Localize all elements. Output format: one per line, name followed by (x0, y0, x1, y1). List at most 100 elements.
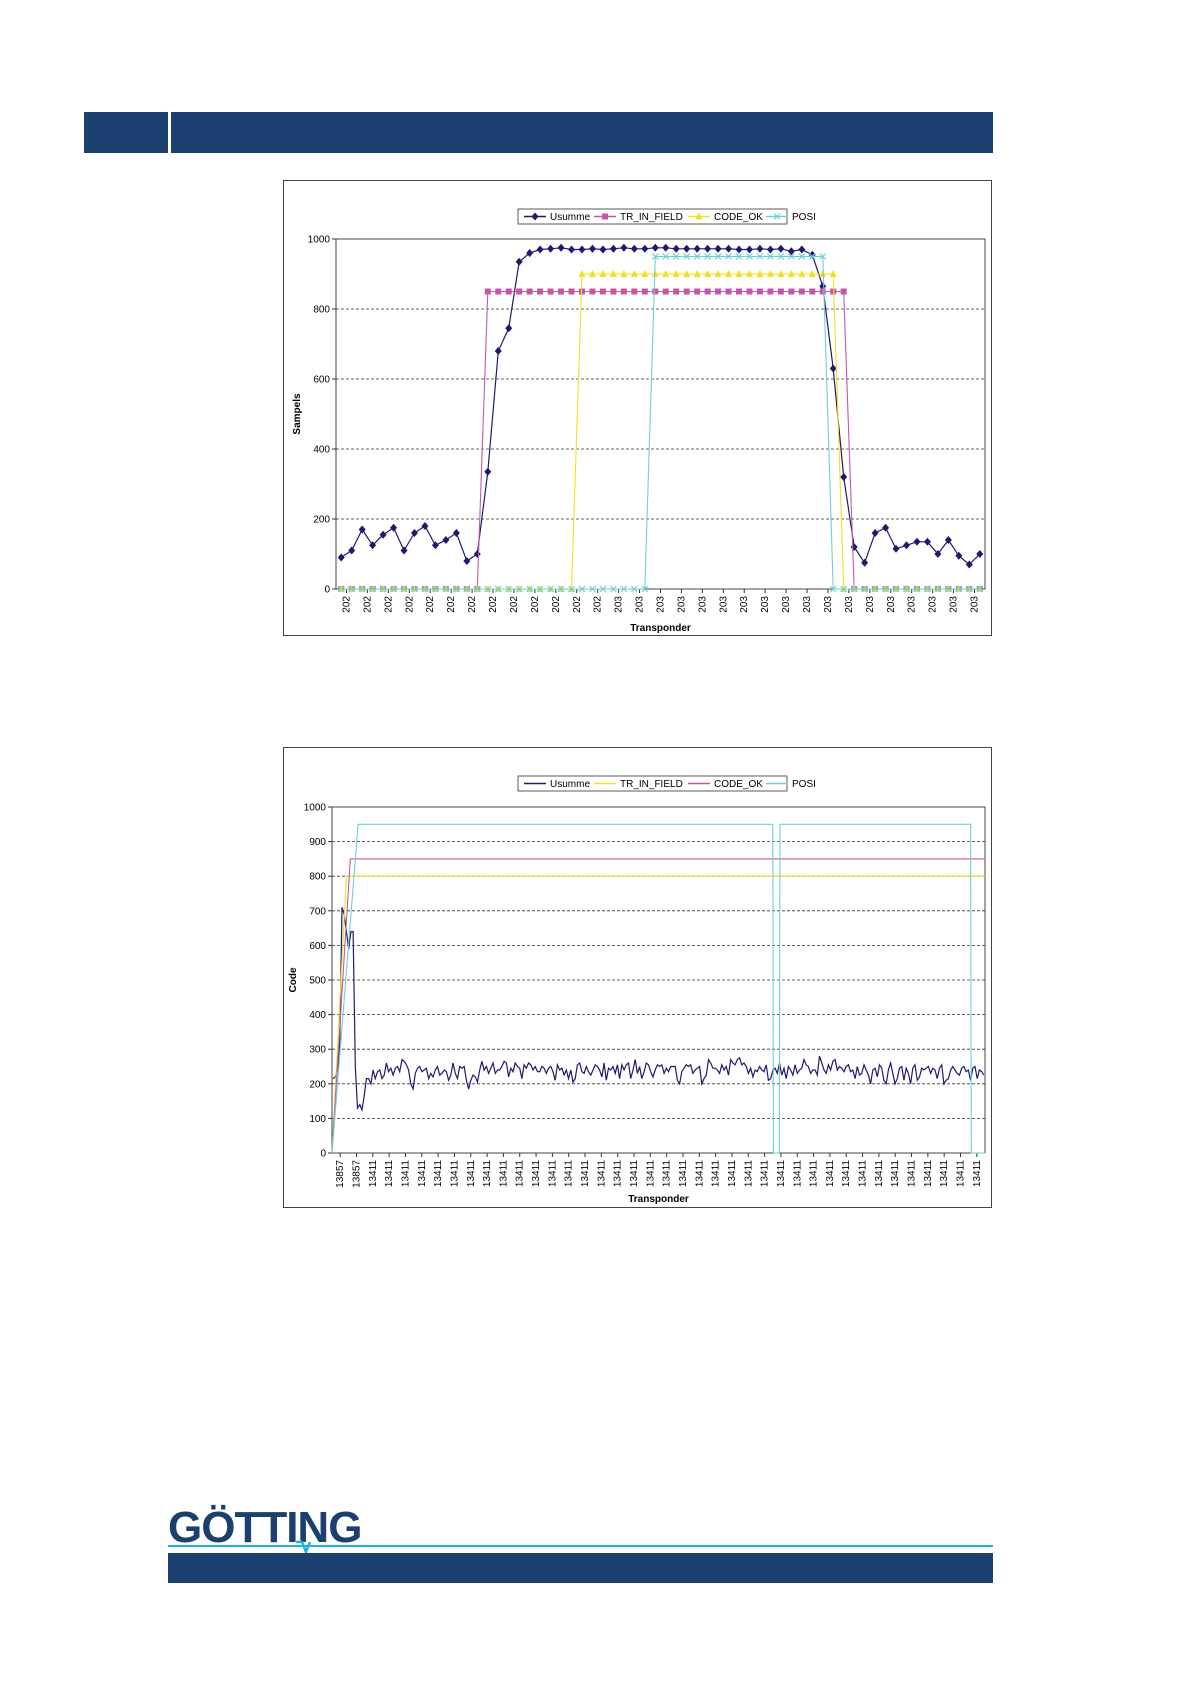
x-tick-label: 202 (446, 596, 457, 613)
data-point (515, 585, 523, 593)
data-point (683, 270, 691, 277)
x-tick-label: 13411 (825, 1160, 836, 1188)
data-point (819, 288, 826, 295)
x-tick-label: 13411 (613, 1160, 624, 1188)
data-point (913, 537, 921, 546)
data-point (568, 585, 575, 593)
data-point (536, 245, 544, 254)
data-point (620, 288, 627, 295)
y-tick-label: 700 (309, 906, 326, 917)
data-point (610, 288, 617, 295)
data-point (348, 585, 356, 593)
y-axis-title: Sampels (292, 393, 303, 435)
data-point (777, 270, 785, 277)
data-point (421, 522, 429, 530)
data-point (861, 558, 869, 567)
data-point (484, 467, 492, 476)
data-point (630, 270, 638, 277)
data-point (693, 270, 701, 277)
x-tick-label: 203 (614, 596, 625, 613)
x-tick-label: 203 (739, 596, 750, 613)
header-bar (171, 112, 993, 153)
x-tick-label: 13411 (678, 1160, 689, 1188)
data-point (923, 537, 931, 546)
data-point (725, 244, 733, 253)
data-point (547, 585, 555, 593)
data-point (673, 288, 680, 295)
data-point (390, 585, 397, 593)
data-point (829, 364, 837, 373)
x-tick-label: 203 (970, 596, 981, 613)
data-point (620, 585, 628, 593)
data-point (913, 585, 921, 593)
data-point (787, 253, 795, 260)
x-tick-label: 13411 (776, 1160, 787, 1188)
x-tick-label: 13411 (792, 1160, 803, 1188)
x-tick-label: 202 (383, 596, 394, 613)
data-point (452, 529, 460, 537)
data-point (578, 585, 586, 593)
header-left-block (84, 112, 168, 153)
data-point (683, 244, 691, 253)
y-tick-label: 100 (309, 1114, 326, 1125)
data-point (452, 585, 460, 593)
data-point (495, 288, 502, 295)
data-point (641, 288, 648, 295)
y-tick-label: 800 (309, 872, 326, 883)
data-point (965, 585, 973, 593)
chart-2-frame: 0 100 200 300 400 500 600 700 800 900 1000 13857 138… (283, 747, 992, 1208)
data-point (463, 557, 471, 565)
data-point (767, 288, 774, 295)
x-tick-label: 13411 (645, 1160, 656, 1188)
x-tick-label: 13411 (874, 1160, 885, 1188)
data-point (725, 253, 732, 260)
data-point (589, 585, 596, 593)
x-tick-label: 203 (844, 596, 855, 613)
x-tick-label: 13411 (515, 1160, 526, 1188)
x-tick-label: 202 (341, 596, 352, 613)
data-point (756, 253, 764, 260)
data-point (337, 585, 345, 593)
x-tick-label: 13411 (939, 1160, 950, 1188)
x-tick-label: 13857 (351, 1160, 362, 1188)
data-point (662, 253, 670, 260)
data-point (715, 288, 722, 295)
data-point (662, 288, 669, 295)
x-tick-label: 13411 (841, 1160, 852, 1188)
x-tick-label: 203 (676, 596, 687, 613)
data-point (683, 253, 691, 260)
x-tick-label: 203 (928, 596, 939, 613)
y-tick-label: 800 (313, 305, 330, 316)
x-tick-label: 13411 (923, 1160, 934, 1188)
x-tick-label: 202 (530, 596, 541, 613)
data-point (421, 585, 429, 593)
data-point (766, 270, 774, 277)
data-point (337, 553, 345, 562)
x-tick-label: 13411 (547, 1160, 558, 1188)
series-line-usumme (332, 907, 985, 1112)
data-point (808, 253, 816, 260)
data-point (662, 243, 670, 252)
data-point (599, 585, 607, 593)
legend-label: TR_IN_FIELD (620, 779, 683, 790)
legend-label: CODE_OK (714, 212, 763, 223)
data-point (630, 585, 638, 593)
data-point (672, 270, 680, 277)
data-point (693, 253, 701, 260)
x-tick-label: 13411 (629, 1160, 640, 1188)
data-point (808, 270, 816, 277)
data-point (547, 244, 555, 253)
data-point (641, 244, 649, 253)
y-tick-label: 400 (309, 1010, 326, 1021)
data-point (442, 536, 450, 544)
data-point (578, 270, 586, 277)
data-point (714, 253, 722, 260)
x-tick-label: 203 (865, 596, 876, 613)
x-tick-label: 202 (593, 596, 604, 613)
data-point (411, 529, 419, 537)
data-point (589, 288, 596, 295)
x-tick-label: 13411 (580, 1160, 591, 1188)
data-point (809, 288, 816, 295)
data-point (777, 244, 785, 253)
data-point (736, 288, 743, 295)
